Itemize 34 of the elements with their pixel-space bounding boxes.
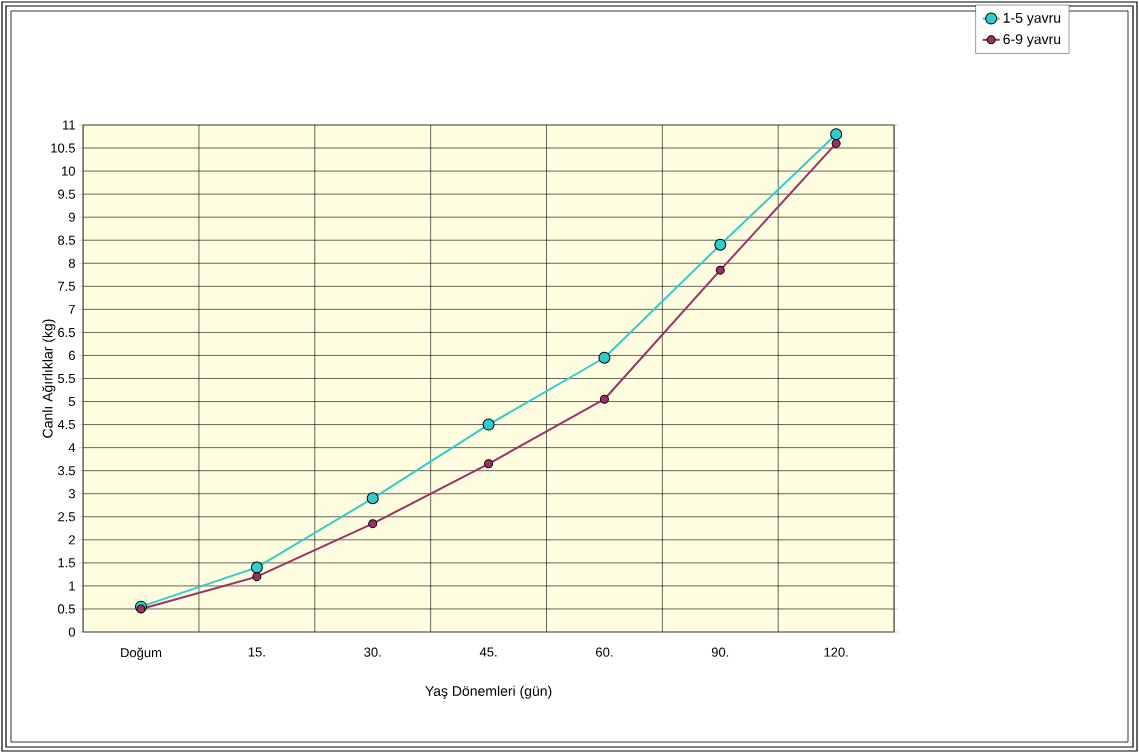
y-tick-label: 0.5 [57,604,75,614]
y-tick-label: 1 [69,581,75,591]
x-tick-label: Doğum [121,647,162,660]
y-tick-label: 7 [68,304,75,314]
x-tick-label: 90. [711,647,729,657]
y-tick-label: 4 [68,443,76,453]
y-tick-label: 3 [68,489,75,499]
x-axis-title: Yaş Dönemleri (gün) [425,685,552,699]
y-tick-label: 8.5 [58,235,75,245]
y-tick-label: 6 [68,350,75,361]
y-tick-label: 0 [68,627,76,637]
x-tick-label: 30. [364,647,381,657]
y-tick-label: 2.5 [58,512,75,522]
y-tick-label: 11 [63,120,75,130]
y-tick-label: 2 [68,535,75,545]
y-tick-label: 6.5 [58,327,75,338]
y-tick-label: 9.5 [58,189,75,199]
y-axis-title: Canlı Ağırlıklar (kg) [42,319,56,438]
y-tick-label: 9 [68,212,75,222]
x-tick-label: 45. [479,647,497,657]
y-tick-label: 3.5 [57,466,75,476]
y-tick-label: 10 [62,166,76,176]
y-tick-label: 8 [68,258,75,268]
y-tick-label: 1.5 [58,558,75,568]
y-tick-label: 7.5 [58,281,75,291]
legend-label: 1-5 yavru [1003,13,1061,26]
x-tick-label: 120. [824,647,848,657]
y-tick-label: 4.5 [57,420,75,430]
y-tick-label: 5.5 [57,373,75,384]
y-tick-label: 10.5 [51,143,75,153]
legend-label: 6-9 yavru [1003,34,1061,47]
y-tick-label: 5 [68,397,75,407]
x-tick-label: 15. [248,647,265,657]
x-tick-label: 60. [596,647,613,657]
